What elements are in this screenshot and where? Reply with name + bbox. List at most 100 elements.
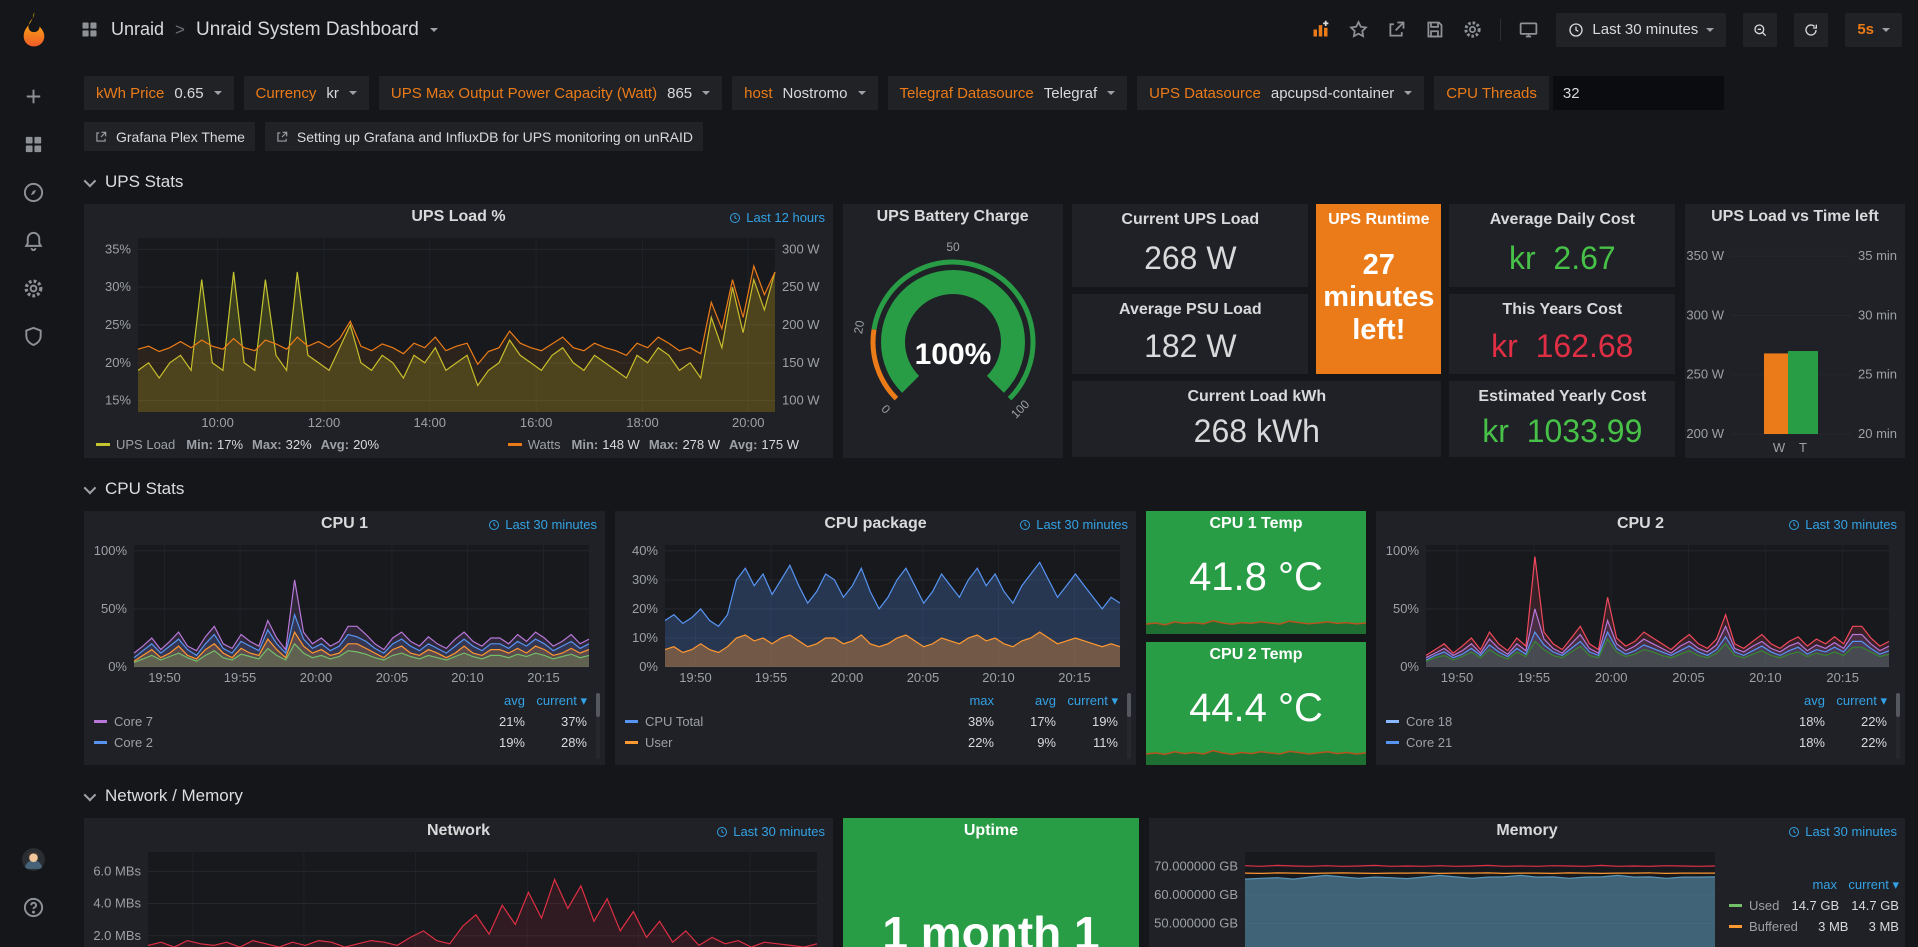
legend-row[interactable]: Core 21 18% 22%	[1386, 732, 1887, 753]
sidebar-item-alerting[interactable]	[12, 218, 56, 262]
settings-icon[interactable]	[1462, 19, 1483, 40]
legend-row[interactable]: Used 14.7 GB 14.7 GB	[1729, 895, 1899, 916]
legend-row[interactable]: Buffered 3 MB 3 MB	[1729, 916, 1899, 937]
apps-grid-icon[interactable]	[79, 19, 100, 40]
chevron-down-icon	[1882, 27, 1890, 32]
svg-text:60.000000 GB: 60.000000 GB	[1154, 887, 1238, 902]
legend-row[interactable]: Core 7 21% 37%	[94, 711, 587, 732]
sidebar-item-server-admin[interactable]	[12, 314, 56, 358]
legend-item[interactable]: UPS Load Min: 17% Max: 32% Avg: 20%	[96, 437, 379, 452]
panel-title[interactable]: Memory	[1496, 822, 1558, 839]
dashboard-link-plex-theme[interactable]: Grafana Plex Theme	[84, 122, 255, 151]
chevron-down-icon[interactable]	[429, 27, 438, 32]
svg-text:20:05: 20:05	[376, 670, 409, 685]
panel-title[interactable]: CPU 1 Temp	[1209, 515, 1303, 532]
section-cpu-stats[interactable]: CPU Stats	[83, 479, 1918, 499]
svg-text:300 W: 300 W	[1686, 307, 1724, 322]
sidebar-item-configuration[interactable]	[12, 266, 56, 310]
svg-text:50: 50	[946, 242, 960, 254]
legend-scrollbar[interactable]	[1127, 693, 1131, 759]
svg-text:15%: 15%	[105, 393, 131, 408]
svg-text:19:50: 19:50	[1441, 670, 1474, 685]
legend-scrollbar[interactable]	[596, 693, 600, 759]
chevron-down-icon	[348, 91, 357, 95]
variable-kwh-price[interactable]: kWh Price 0.65	[84, 76, 234, 110]
external-link-icon	[96, 131, 107, 142]
panel-title[interactable]: This Years Cost	[1502, 301, 1623, 318]
section-ups-stats[interactable]: UPS Stats	[83, 172, 1918, 192]
dashboard-title[interactable]: Unraid System Dashboard	[195, 18, 419, 40]
svg-text:0%: 0%	[639, 659, 658, 674]
stat-value: 1 month 1	[882, 907, 1100, 947]
svg-text:50%: 50%	[1393, 601, 1419, 616]
zoom-out-button[interactable]	[1743, 12, 1778, 47]
svg-text:20: 20	[851, 319, 867, 335]
panel-title[interactable]: UPS Runtime	[1328, 211, 1430, 228]
svg-text:20:15: 20:15	[1826, 670, 1859, 685]
refresh-interval-dropdown[interactable]: 5s	[1845, 12, 1902, 47]
refresh-button[interactable]	[1794, 12, 1829, 47]
user-avatar[interactable]	[12, 837, 56, 881]
panel-title[interactable]: CPU package	[824, 515, 927, 532]
add-panel-icon[interactable]	[1310, 19, 1331, 40]
svg-text:250 W: 250 W	[1686, 367, 1724, 382]
svg-text:12:00: 12:00	[308, 415, 341, 430]
panel-title[interactable]: Estimated Yearly Cost	[1478, 388, 1647, 405]
cpu1-chart[interactable]: 19:50 19:55 20:00 20:05 20:10 20:15 0% 50% 100%	[84, 537, 605, 687]
panel-average-daily-cost: Average Daily Cost kr 2.67	[1449, 204, 1676, 287]
legend-row[interactable]: User 22% 9% 11%	[625, 732, 1118, 753]
panel-title[interactable]: UPS Battery Charge	[876, 208, 1029, 225]
panel-title[interactable]: CPU 1	[320, 515, 369, 532]
grafana-logo[interactable]	[15, 10, 53, 48]
tv-mode-icon[interactable]	[1518, 19, 1539, 40]
svg-text:20:15: 20:15	[1058, 670, 1091, 685]
variable-telegraf-datasource[interactable]: Telegraf Datasource Telegraf	[887, 76, 1128, 110]
variable-ups-max-output[interactable]: UPS Max Output Power Capacity (Watt) 865	[378, 76, 723, 110]
legend-row[interactable]: Core 2 19% 28%	[94, 732, 587, 753]
panel-title[interactable]: Average Daily Cost	[1489, 211, 1635, 228]
variable-host[interactable]: host Nostromo	[732, 76, 878, 110]
legend-scrollbar[interactable]	[1896, 693, 1900, 759]
share-icon[interactable]	[1386, 19, 1407, 40]
variable-ups-datasource[interactable]: UPS Datasource apcupsd-container	[1137, 76, 1425, 110]
chevron-down-icon	[1107, 91, 1116, 95]
sidebar-item-explore[interactable]	[12, 170, 56, 214]
legend-item[interactable]: Watts Min: 148 W Max: 278 W Avg: 175 W	[507, 437, 799, 452]
panel-title[interactable]: CPU 2 Temp	[1209, 646, 1303, 663]
panel-title[interactable]: Current Load kWh	[1187, 388, 1327, 405]
cpu2-chart[interactable]: 19:50 19:55 20:00 20:05 20:10 20:15 0% 50% 100%	[1376, 537, 1905, 687]
ups-load-vs-time-chart[interactable]: 200 W 250 W 300 W 350 W 20 min 25 min 30 min 35…	[1685, 230, 1905, 458]
panel-title[interactable]: Current UPS Load	[1121, 211, 1260, 228]
stat-value: 44.4 °C	[1189, 686, 1323, 730]
memory-chart[interactable]: 50.000000 GB 60.000000 GB 70.000000 GB	[1149, 844, 1725, 947]
panel-title[interactable]: UPS Load vs Time left	[1711, 208, 1879, 225]
legend-row[interactable]: Core 18 18% 22%	[1386, 711, 1887, 732]
sidebar-item-dashboards[interactable]	[12, 122, 56, 166]
clock-icon	[1789, 826, 1800, 837]
save-icon[interactable]	[1424, 19, 1445, 40]
cpu-threads-input[interactable]	[1552, 76, 1724, 110]
star-icon[interactable]	[1348, 19, 1369, 40]
chart-legend: avg current ▾ Core 18 18% 22% Core 21 18% 22%	[1376, 687, 1905, 765]
panel-title[interactable]: UPS Load %	[411, 208, 506, 225]
time-range-picker[interactable]: Last 30 minutes	[1556, 12, 1727, 47]
svg-text:25%: 25%	[105, 317, 131, 332]
battery-gauge[interactable]: 0 20 50 100 100%	[843, 230, 1063, 458]
panel-title[interactable]: Network	[426, 822, 491, 839]
variable-currency[interactable]: Currency kr	[243, 76, 369, 110]
sidebar-item-help[interactable]	[12, 885, 56, 929]
ups-load-chart[interactable]: 10:00 12:00 14:00 16:00 18:00 20:00 15% 20% 25% 3…	[84, 230, 833, 432]
panel-title[interactable]: Average PSU Load	[1119, 301, 1262, 318]
breadcrumb-parent[interactable]: Unraid	[111, 19, 165, 39]
dashboard-link-ups-guide[interactable]: Setting up Grafana and InfluxDB for UPS …	[264, 122, 704, 151]
section-network-memory[interactable]: Network / Memory	[83, 786, 1918, 806]
variable-value: 865	[667, 84, 693, 102]
svg-text:10%: 10%	[632, 630, 658, 645]
panel-title[interactable]: Uptime	[963, 822, 1019, 839]
panel-title[interactable]: CPU 2	[1616, 515, 1665, 532]
svg-text:19:50: 19:50	[679, 670, 712, 685]
legend-row[interactable]: CPU Total 38% 17% 19%	[625, 711, 1118, 732]
cpu-package-chart[interactable]: 19:50 19:55 20:00 20:05 20:10 20:15 0% 10% 20% 30…	[615, 537, 1136, 687]
sidebar-item-create[interactable]	[12, 74, 56, 118]
